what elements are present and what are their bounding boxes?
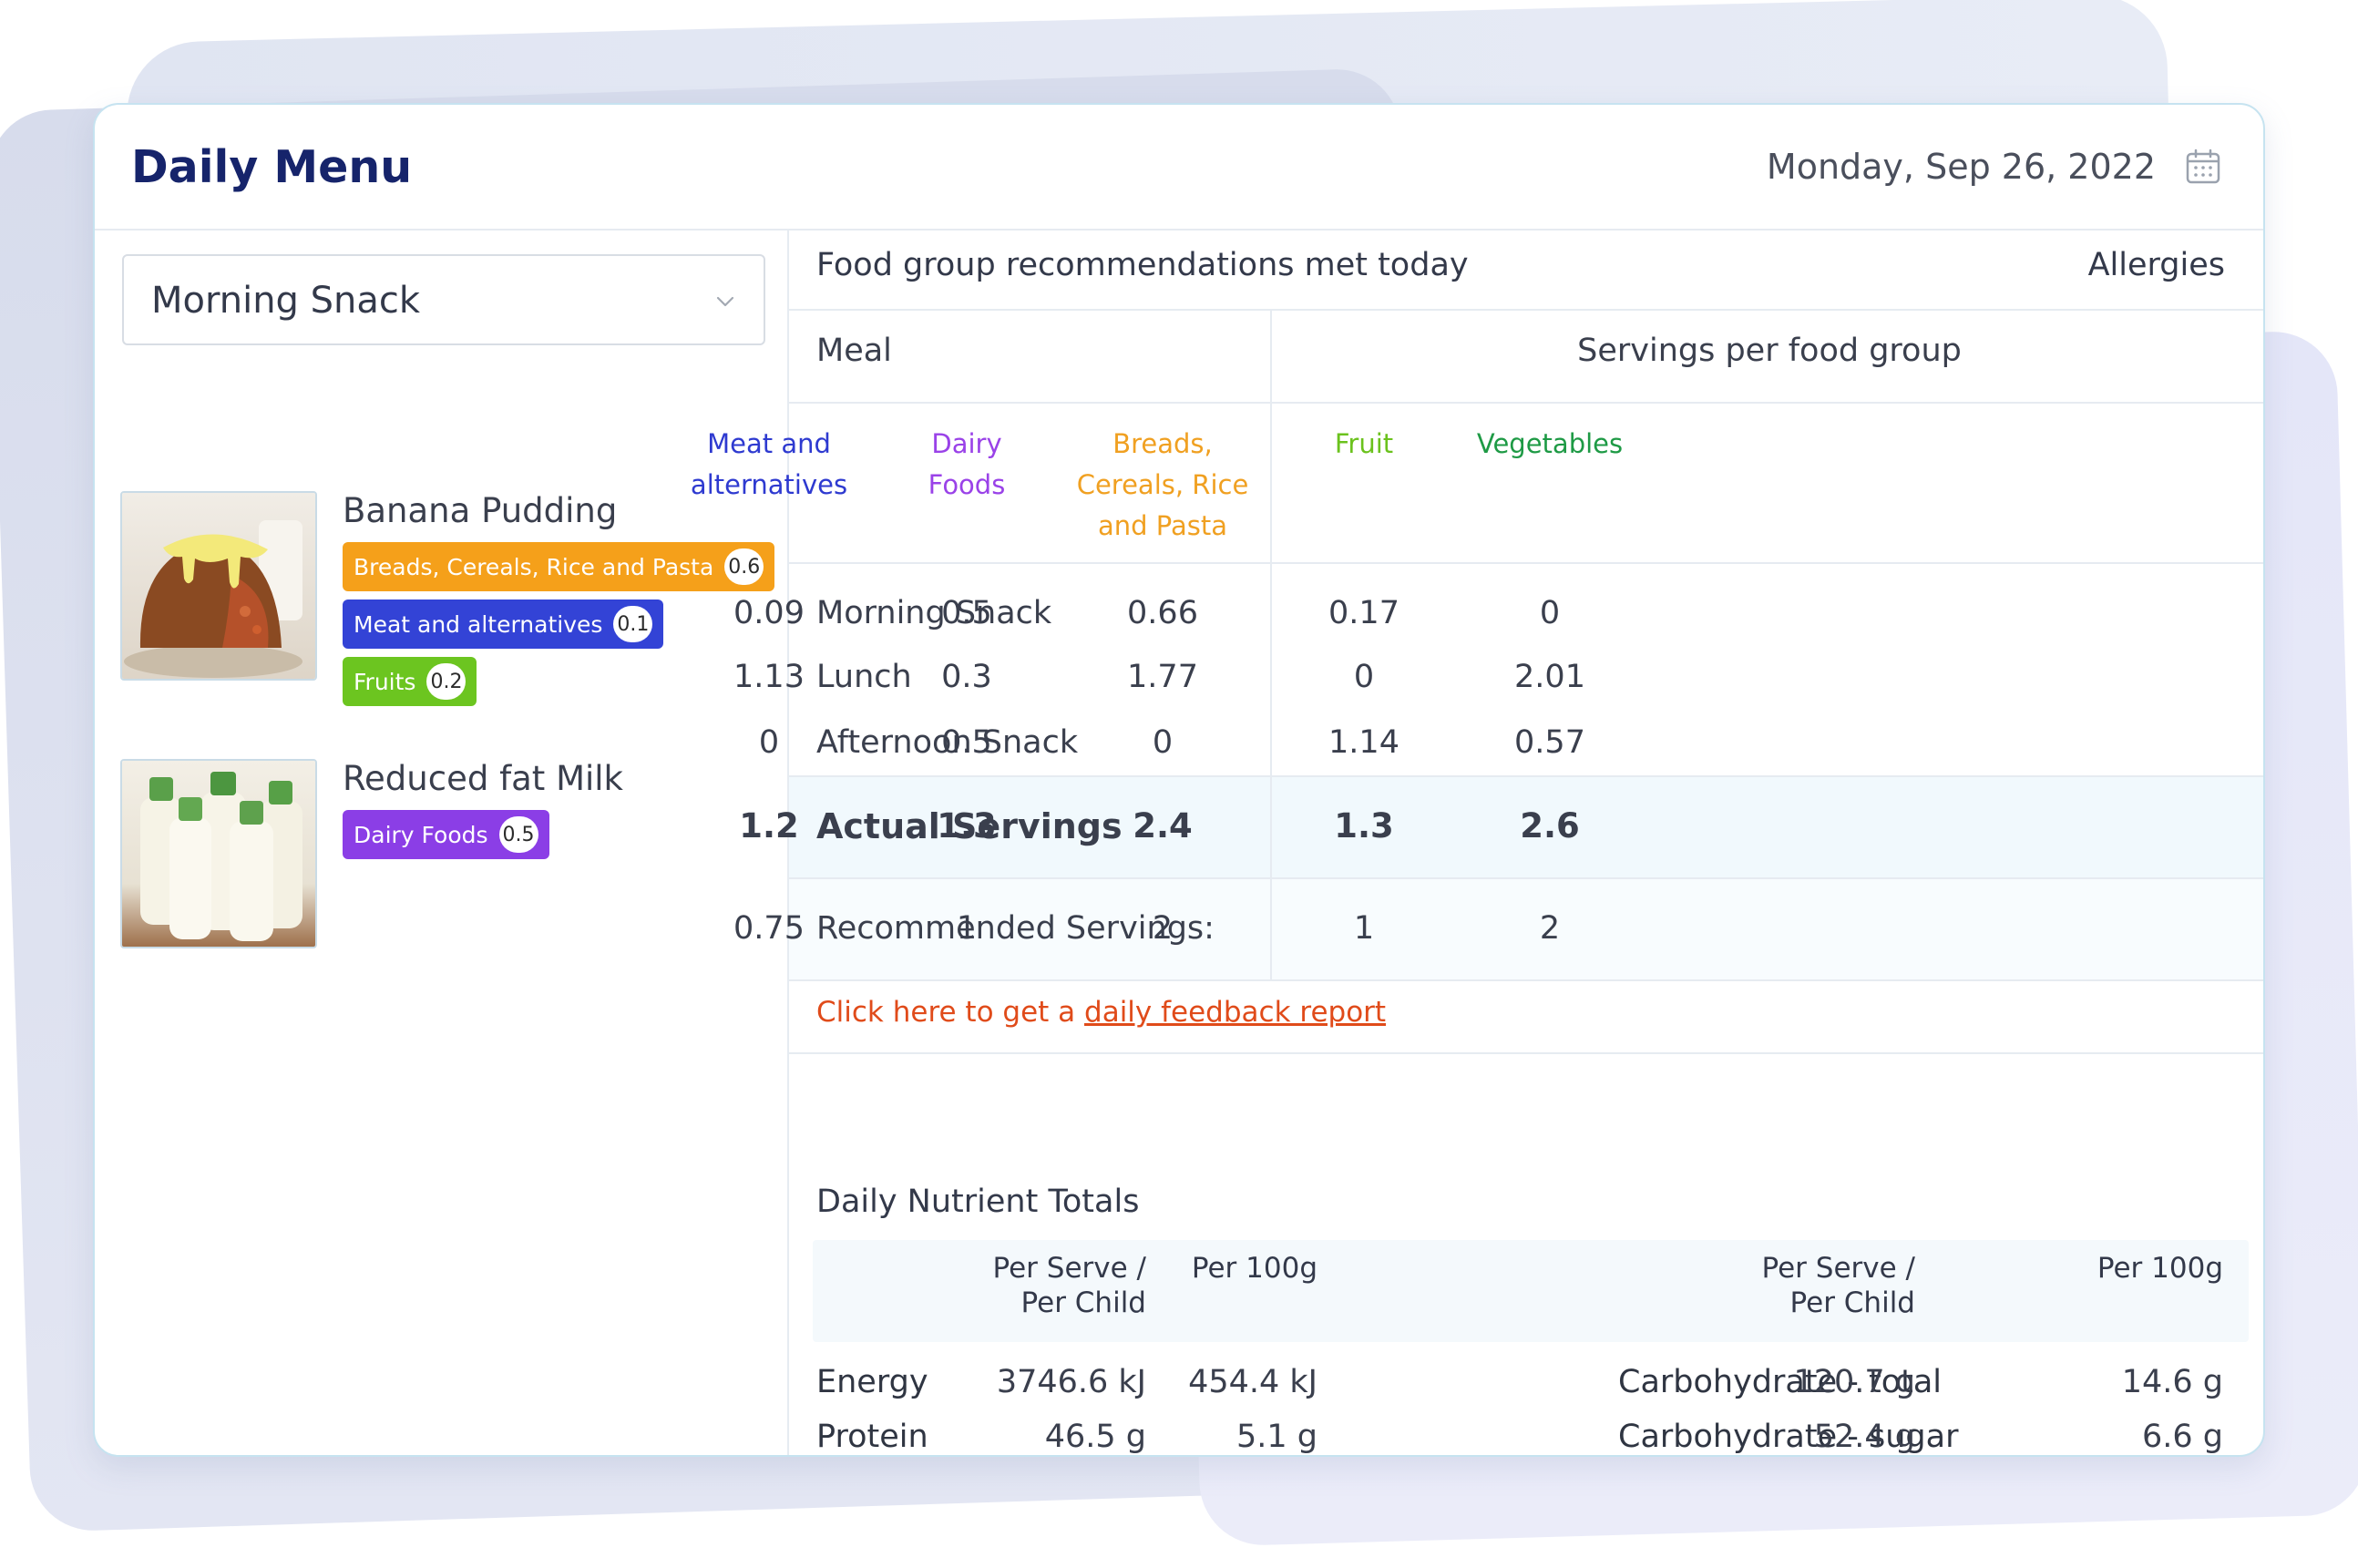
chevron-down-icon	[716, 296, 734, 307]
per-serve-header: Per Serve / Per Child	[1761, 1252, 1915, 1319]
meal-row-label: Lunch	[816, 659, 912, 695]
food-group-header: Vegetables	[1476, 428, 1624, 459]
tag-dairy-foods: Dairy Foods 0.5	[343, 810, 549, 859]
nutrient-per-100g: 6.6 g	[2141, 1419, 2223, 1455]
recommendations-panel: Food group recommendations met today All…	[691, 231, 2263, 1455]
nutrient-per-serve: 46.5 g	[1044, 1419, 1146, 1455]
per-serve-header: Per Serve / Per Child	[992, 1252, 1146, 1319]
tag-label: Meat and alternatives	[354, 610, 603, 638]
nutrient-per-100g: 5.1 g	[1235, 1419, 1317, 1455]
tag-value: 0.2	[426, 663, 466, 700]
food-group-header: Dairy Foods	[928, 428, 1006, 500]
reduced-fat-milk-image	[120, 759, 317, 948]
tag-value: 0.5	[498, 816, 538, 853]
per-100g-header: Per 100g	[2097, 1252, 2223, 1285]
food-item-reduced-fat-milk[interactable]: Reduced fat Milk Dairy Foods 0.5	[120, 759, 776, 950]
recommended-serving-value: 2	[1152, 910, 1174, 947]
serving-value: 0.3	[941, 659, 992, 695]
tag-label: Breads, Cereals, Rice and Pasta	[354, 553, 714, 580]
serving-value: 0	[1152, 724, 1174, 761]
tag-label: Fruits	[354, 668, 416, 695]
tag-meat-alternatives: Meat and alternatives 0.1	[343, 600, 664, 649]
nutrient-per-serve: 52.4 g	[1813, 1419, 1915, 1455]
serving-value: 1.14	[1328, 724, 1399, 761]
serving-value: 0.09	[733, 595, 805, 631]
serving-value: 0.66	[1127, 595, 1198, 631]
nutrient-per-serve: 3746.6 kJ	[996, 1364, 1146, 1400]
recommended-serving-value: 1	[1353, 910, 1375, 947]
calendar-icon[interactable]	[2185, 149, 2221, 185]
food-name: Banana Pudding	[343, 491, 618, 530]
recommendations-tab[interactable]: Food group recommendations met today	[816, 247, 1469, 283]
actual-serving-value: 2.6	[1520, 806, 1580, 845]
recommended-serving-value: 2	[1539, 910, 1561, 947]
nutrient-totals-title: Daily Nutrient Totals	[816, 1184, 1140, 1220]
nutrient-per-100g: 454.4 kJ	[1188, 1364, 1317, 1400]
page-title: Daily Menu	[131, 141, 413, 193]
serving-value: 0.5	[941, 595, 992, 631]
tag-fruits: Fruits 0.2	[343, 657, 477, 706]
allergies-tab[interactable]: Allergies	[2087, 247, 2225, 283]
tag-value: 0.6	[724, 548, 764, 585]
serving-value: 0.57	[1514, 724, 1585, 761]
meal-select[interactable]: Morning Snack	[122, 254, 765, 345]
nutrient-header-band	[813, 1240, 2249, 1342]
recommended-serving-value: 0.75	[733, 910, 805, 947]
tag-value: 0.1	[613, 606, 653, 642]
column-divider	[1270, 311, 1272, 979]
recommended-serving-value: 1	[956, 910, 978, 947]
food-group-header: Meat and alternatives	[690, 428, 848, 500]
feedback-report-prompt: Click here to get a daily feedback repor…	[816, 996, 1386, 1029]
meal-row-label: Afternoon Snack	[816, 724, 1079, 761]
serving-value: 2.01	[1514, 659, 1585, 695]
daily-menu-card: Daily Menu Monday, Sep 26, 2022 Morning …	[93, 103, 2265, 1457]
divider	[789, 562, 2263, 564]
feedback-prefix: Click here to get a	[816, 996, 1085, 1029]
recommended-servings-band	[789, 877, 2263, 979]
per-100g-header: Per 100g	[1191, 1252, 1317, 1285]
meal-items-panel: Morning Snack	[95, 231, 789, 1455]
nutrient-per-100g: 14.6 g	[2121, 1364, 2223, 1400]
serving-value: 0.17	[1328, 595, 1399, 631]
food-name: Reduced fat Milk	[343, 759, 623, 798]
actual-serving-value: 1.2	[739, 806, 799, 845]
divider	[789, 1052, 2263, 1054]
divider	[789, 979, 2263, 981]
actual-serving-value: 1.3	[937, 806, 997, 845]
meal-column-header: Meal	[816, 333, 892, 369]
food-item-banana-pudding[interactable]: Banana Pudding Breads, Cereals, Rice and…	[120, 491, 776, 706]
daily-feedback-report-link[interactable]: daily feedback report	[1084, 996, 1387, 1029]
nutrient-label: Carbohydrate - total	[1618, 1364, 1943, 1400]
nutrient-label: Carbohydrate - sugar	[1618, 1419, 1959, 1455]
serving-value: 1.77	[1127, 659, 1198, 695]
meal-select-value: Morning Snack	[151, 280, 421, 322]
divider	[789, 877, 2263, 879]
serving-value: 0.5	[941, 724, 992, 761]
nutrient-per-serve: 120.7 g	[1793, 1364, 1915, 1400]
tag-label: Dairy Foods	[354, 821, 488, 848]
actual-serving-value: 1.3	[1334, 806, 1394, 845]
serving-value: 0	[758, 724, 780, 761]
recommendations-header: Food group recommendations met today All…	[789, 231, 2263, 311]
card-header: Daily Menu Monday, Sep 26, 2022	[95, 105, 2263, 231]
servings-header: Servings per food group	[1577, 333, 1962, 369]
date-display[interactable]: Monday, Sep 26, 2022	[1766, 147, 2156, 187]
food-group-header: Breads, Cereals, Rice and Pasta	[1076, 428, 1249, 541]
actual-servings-label: Actual Servings	[816, 806, 1123, 846]
tag-breads-cereals: Breads, Cereals, Rice and Pasta 0.6	[343, 542, 775, 591]
banana-pudding-image	[120, 491, 317, 681]
recommended-servings-label: Recommended Servings:	[816, 910, 1215, 947]
nutrient-label: Energy	[816, 1364, 928, 1400]
serving-value: 1.13	[733, 659, 805, 695]
divider	[789, 775, 2263, 777]
serving-value: 0	[1539, 595, 1561, 631]
actual-servings-band	[789, 775, 2263, 877]
serving-value: 0	[1353, 659, 1375, 695]
actual-serving-value: 2.4	[1133, 806, 1193, 845]
food-group-header: Fruit	[1334, 428, 1394, 459]
meal-row-label: Morning Snack	[816, 595, 1052, 631]
divider	[789, 402, 2263, 404]
nutrient-label: Protein	[816, 1419, 928, 1455]
